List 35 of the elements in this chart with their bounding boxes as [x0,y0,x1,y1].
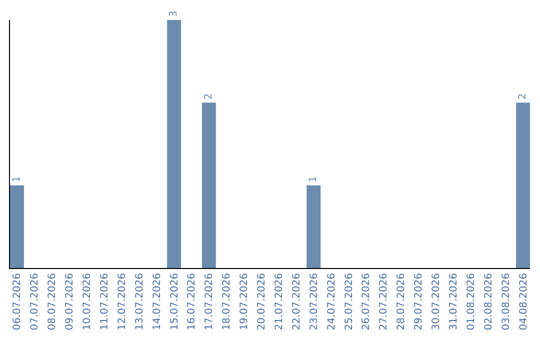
x-tick-label: 04.08.2026 [518,273,530,330]
x-tick-label: 16.07.2026 [186,273,198,330]
x-tick-label: 11.07.2026 [99,273,110,330]
x-tick-label: 29.07.2026 [414,273,425,330]
x-tick-label: 31.07.2026 [448,273,460,330]
x-tick-label: 17.07.2026 [204,273,216,330]
x-tick-label: 13.07.2026 [134,273,146,330]
x-tick-label: 21.07.2026 [274,273,285,330]
x-tick-label: 20.07.2026 [256,273,268,330]
x-tick-label: 10.07.2026 [82,273,94,330]
x-tick-label: 19.07.2026 [239,273,250,330]
data-label: 1 [11,176,22,182]
x-tick-label: 27.07.2026 [378,273,390,330]
x-tick-label: 01.08.2026 [466,273,477,330]
x-tick-label: 30.07.2026 [431,273,442,330]
data-label: 3 [168,10,180,17]
x-tick-label: 12.07.2026 [116,273,128,330]
data-label: 2 [203,93,214,100]
x-tick-label: 28.07.2026 [396,273,408,330]
x-tick-label: 23.07.2026 [308,273,320,330]
x-tick-label: 08.07.2026 [47,273,58,330]
x-tick-label: 18.07.2026 [222,273,233,330]
x-tick-label: 25.07.2026 [344,273,355,330]
x-tick-label: 15.07.2026 [169,273,180,330]
x-tick-label: 26.07.2026 [361,273,372,330]
x-tick-label: 02.08.2026 [483,273,494,330]
x-tick-label: 07.07.2026 [30,273,41,330]
x-tick-label: 09.07.2026 [64,273,76,330]
x-tick-label: 22.07.2026 [291,273,302,330]
x-tick-label: 03.08.2026 [500,273,512,330]
x-tick-label: 06.07.2026 [12,273,24,330]
data-label: 1 [308,176,320,182]
data-label: 2 [518,93,529,100]
x-tick-label: 14.07.2026 [152,273,163,330]
x-tick-label: 24.07.2026 [326,273,338,330]
